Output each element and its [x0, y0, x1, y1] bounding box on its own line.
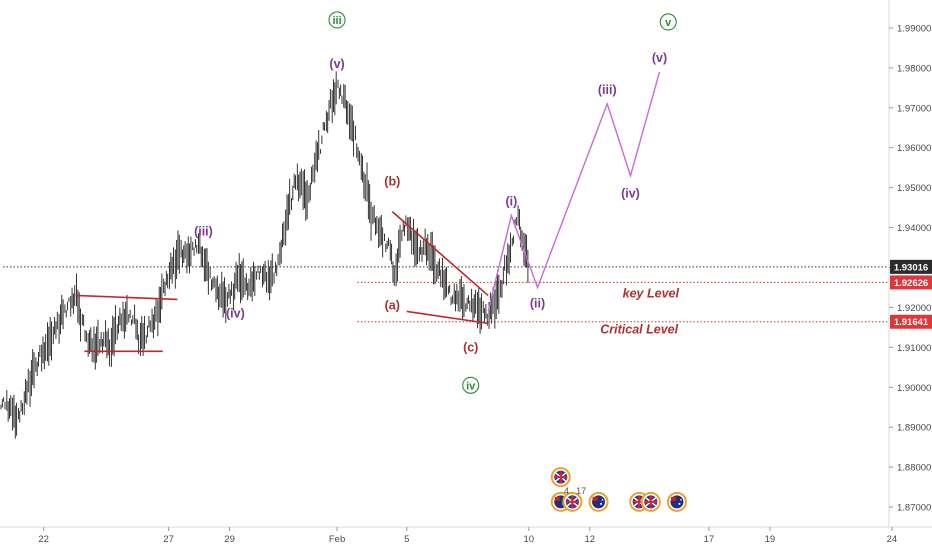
- x-tick-label: 27: [163, 534, 174, 545]
- flag-canton: [592, 496, 598, 501]
- y-tick-label: 1.95000: [897, 183, 931, 194]
- flag-star: [678, 502, 681, 505]
- wave-label: (b): [384, 175, 400, 189]
- trendline-2: [391, 210, 489, 297]
- price-bars: [0, 71, 529, 439]
- y-tick-label: 1.94000: [897, 223, 931, 234]
- wave-circle: [328, 11, 346, 29]
- flag-canton: [554, 496, 560, 501]
- x-tick-label: 5: [404, 534, 409, 545]
- wave-circle: [659, 13, 677, 31]
- event-markers: 4 17: [550, 467, 687, 512]
- level-lines: [3, 266, 889, 323]
- wave-label: (iii): [598, 83, 617, 97]
- x-tick-label: 10: [524, 534, 535, 545]
- y-tick-label: 1.89000: [897, 423, 931, 434]
- y-tick-label: 1.99000: [897, 23, 931, 34]
- trendline-0: [75, 294, 178, 301]
- wave-label: (v): [652, 51, 667, 65]
- wave-label: (a): [385, 298, 400, 312]
- y-tick-label: 1.91000: [897, 343, 931, 354]
- wave-label: iii: [332, 15, 341, 27]
- x-tick-label: Feb: [329, 534, 345, 545]
- price-tag-label: 1.91641: [894, 317, 929, 328]
- wave-label: (iv): [226, 306, 245, 320]
- x-tick-label: 24: [887, 534, 898, 545]
- x-tick-label: 22: [38, 534, 49, 545]
- wave-label: (c): [463, 340, 478, 354]
- level-label: key Level: [623, 286, 680, 300]
- y-tick-label: 1.90000: [897, 383, 931, 394]
- y-tick-label: 1.96000: [897, 143, 931, 154]
- y-tick-label: 1.97000: [897, 103, 931, 114]
- wave-label: (i): [505, 195, 517, 209]
- flag-star: [601, 499, 604, 501]
- event-marker-uk[interactable]: [550, 467, 571, 488]
- y-tick-label: 1.98000: [897, 63, 931, 74]
- flag-canton: [670, 496, 676, 501]
- event-marker-uk[interactable]: [640, 491, 661, 512]
- wave-label: (ii): [530, 296, 545, 310]
- price-tag-box: [890, 259, 932, 274]
- price-tag-box: [890, 275, 932, 290]
- price-tag-label: 1.93016: [894, 262, 928, 273]
- trendlines: [75, 210, 489, 353]
- wave-label: iv: [466, 380, 476, 392]
- wave-labels: iii (v) (iii) (iv) (b) (a) (c) iv (i) (ii) (iii) (i…: [194, 11, 680, 394]
- x-tick-label: 12: [585, 534, 596, 545]
- y-tick-label: 1.92000: [897, 303, 931, 314]
- price-tag-box: [890, 314, 932, 329]
- projection-path: [487, 71, 661, 312]
- x-tick-label: 19: [765, 534, 776, 545]
- wave-circle: [462, 376, 480, 394]
- wave-label: (iv): [621, 187, 640, 201]
- event-count-label: 17: [576, 486, 586, 496]
- y-tick-label: 1.87000: [897, 503, 931, 514]
- event-marker-uk[interactable]: [562, 491, 583, 512]
- event-marker-au[interactable]: [588, 491, 609, 512]
- trendline-3: [406, 310, 489, 325]
- x-tick-label: 17: [704, 534, 715, 545]
- price-tag-label: 1.92626: [894, 278, 928, 289]
- flag-star: [600, 502, 603, 505]
- wave-label: v: [665, 17, 672, 29]
- flag-star: [680, 499, 682, 501]
- x-tick-label: 29: [224, 534, 235, 545]
- event-marker-au[interactable]: [666, 491, 687, 512]
- level-label: Critical Level: [600, 322, 678, 336]
- y-tick-label: 1.88000: [897, 463, 931, 474]
- price-tags: 1.93016 1.92626 1.91641: [890, 259, 932, 329]
- time-axis[interactable]: 22 27 29 Feb 5 10 12 17 19 24: [38, 527, 897, 545]
- price-axis[interactable]: 1.87000 1.88000 1.89000 1.90000 1.91000 1.920…: [889, 23, 931, 514]
- projection-line: [487, 71, 661, 312]
- event-count-label: 4: [564, 486, 569, 496]
- wave-label: (v): [329, 57, 344, 71]
- wave-label: (iii): [194, 225, 213, 239]
